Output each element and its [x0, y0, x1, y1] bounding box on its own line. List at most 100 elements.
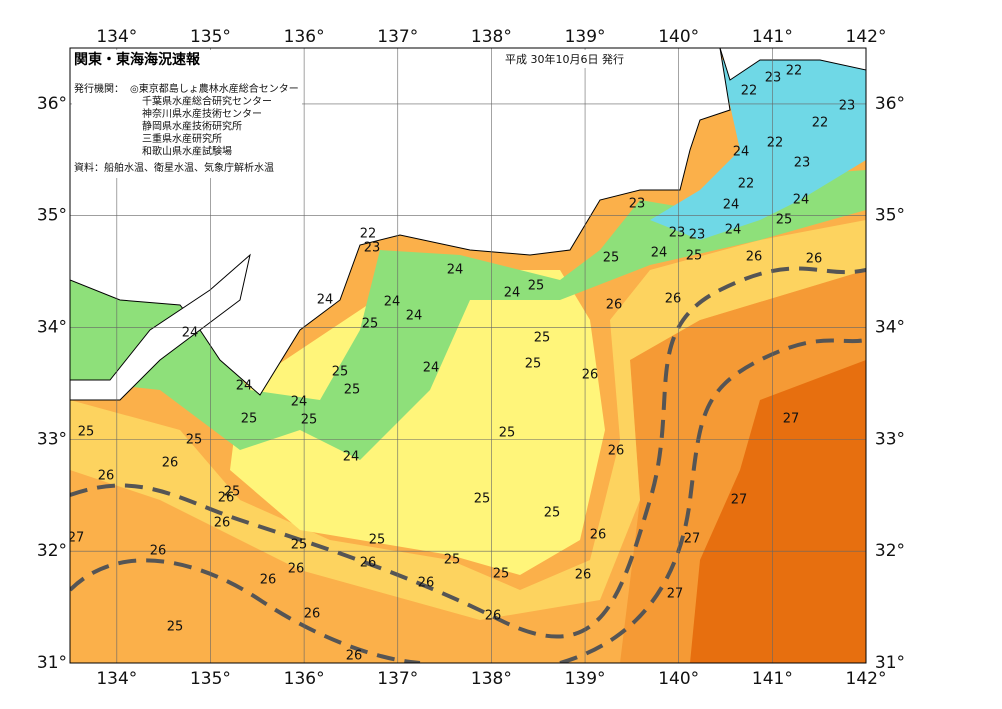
lat-tick-label: 35° — [875, 206, 905, 226]
lon-tick-label: 134° — [96, 669, 137, 689]
lat-tick-label: 36° — [37, 94, 67, 114]
issuer: 三重県水産研究所 — [142, 132, 222, 145]
isotherm-label: 25 — [186, 433, 203, 448]
isotherm-label: 24 — [723, 198, 740, 213]
lat-tick-label: 33° — [875, 429, 905, 449]
lat-tick-label: 32° — [37, 541, 67, 561]
lon-tick-label: 141° — [752, 27, 793, 47]
lon-tick-label: 140° — [658, 27, 699, 47]
lon-tick-label: 137° — [377, 669, 418, 689]
isotherm-label: 22 — [786, 64, 803, 79]
isotherm-label: 26 — [606, 298, 623, 313]
axis-labels: 134° 134° 135° 135° 136° 136° 137° 137° 138° 138°… — [37, 27, 905, 689]
lat-tick-label: 31° — [875, 653, 905, 673]
issued-box — [500, 50, 650, 68]
lon-tick-label: 140° — [658, 669, 699, 689]
lon-tick-label: 134° — [96, 27, 137, 47]
isotherm-label: 26 — [418, 576, 435, 591]
sea-deep-orange — [690, 360, 866, 663]
isotherm-label: 24 — [343, 450, 360, 465]
isotherm-label: 25 — [78, 425, 95, 440]
lon-tick-label: 135° — [190, 27, 231, 47]
isotherm-label: 25 — [369, 533, 386, 548]
isotherm-label: 22 — [767, 136, 784, 151]
frame — [69, 47, 867, 664]
lon-tick-label: 136° — [284, 27, 325, 47]
sea-cyan — [650, 48, 866, 240]
issuer: ◎東京都島しょ農林水産総合センター — [130, 82, 299, 95]
isotherm-label: 24 — [447, 263, 464, 278]
lon-tick-label: 142° — [846, 27, 887, 47]
isotherm-label: 25 — [534, 331, 551, 346]
isotherm-label: 25 — [525, 357, 542, 372]
isotherm-label: 24 — [384, 295, 401, 310]
isotherm-label: 22 — [360, 227, 377, 242]
isotherm-label: 25 — [301, 413, 318, 428]
sea-green — [70, 170, 866, 460]
isotherm-label: 24 — [504, 286, 521, 301]
isotherm-label: 24 — [793, 193, 810, 208]
sea-yellow — [230, 270, 605, 575]
isotherm-label: 22 — [812, 116, 829, 131]
isotherm-label: 23 — [669, 226, 686, 241]
lon-tick-label: 139° — [565, 27, 606, 47]
isotherm-label: 24 — [725, 223, 742, 238]
isotherm-label: 26 — [746, 250, 763, 265]
isotherm-label: 26 — [150, 544, 167, 559]
title: 関東・東海海況速報 — [74, 51, 201, 68]
isotherm-label: 25 — [344, 383, 361, 398]
lat-tick-label: 34° — [37, 318, 67, 338]
isotherm-label: 26 — [260, 573, 277, 588]
isotherm-label: 25 — [241, 412, 258, 427]
isotherm-label: 25 — [474, 492, 491, 507]
isotherm-label: 24 — [423, 361, 440, 376]
lon-tick-label: 137° — [377, 27, 418, 47]
current-axis — [70, 338, 866, 663]
isotherm-label: 26 — [162, 456, 179, 471]
issuers-label: 発行機関： — [74, 82, 124, 95]
isotherm-label: 24 — [182, 326, 199, 341]
isotherm-label: 24 — [291, 395, 308, 410]
isotherm-label: 26 — [360, 556, 377, 571]
isotherm-label: 26 — [575, 568, 592, 583]
isotherm-label: 26 — [98, 469, 115, 484]
isotherm-label: 25 — [167, 620, 184, 635]
isotherm-label: 26 — [608, 444, 625, 459]
lon-tick-label: 138° — [471, 27, 512, 47]
source: 資料：船舶水温、衛星水温、気象庁解析水温 — [74, 161, 274, 174]
lon-tick-label: 141° — [752, 669, 793, 689]
lat-tick-label: 33° — [37, 429, 67, 449]
isotherm-label: 25 — [362, 317, 379, 332]
issuer: 静岡県水産技術研究所 — [142, 120, 242, 133]
isotherm-label: 25 — [776, 213, 793, 228]
sea-light-orange — [70, 220, 866, 620]
isotherm-label: 26 — [665, 292, 682, 307]
land-boso — [719, 48, 866, 81]
isotherm-label: 27 — [783, 412, 800, 427]
lat-tick-label: 35° — [37, 206, 67, 226]
isotherm-label: 26 — [288, 562, 305, 577]
isotherm-label: 26 — [346, 649, 363, 664]
isotherm-label: 22 — [738, 177, 755, 192]
isotherm-label: 22 — [741, 84, 758, 99]
isotherm-label: 23 — [364, 241, 381, 256]
lon-tick-label: 135° — [190, 669, 231, 689]
isotherm-label: 26 — [806, 252, 823, 267]
issuer: 千葉県水産総合研究センター — [142, 95, 272, 108]
isotherm-label: 25 — [444, 553, 461, 568]
isotherm-label: 26 — [214, 516, 231, 531]
lon-tick-label: 138° — [471, 669, 512, 689]
isotherm-label: 26 — [304, 607, 321, 622]
isotherm-label: 25 — [528, 279, 545, 294]
isotherm-label: 24 — [236, 379, 253, 394]
isotherm-label: 27 — [731, 493, 748, 508]
lat-tick-label: 32° — [875, 541, 905, 561]
isotherm-label: 24 — [651, 246, 668, 261]
lat-tick-label: 31° — [37, 653, 67, 673]
isotherm-label: 23 — [765, 71, 782, 86]
lon-tick-label: 136° — [284, 669, 325, 689]
isotherm-label: 24 — [317, 293, 334, 308]
isotherm-label: 24 — [406, 309, 423, 324]
